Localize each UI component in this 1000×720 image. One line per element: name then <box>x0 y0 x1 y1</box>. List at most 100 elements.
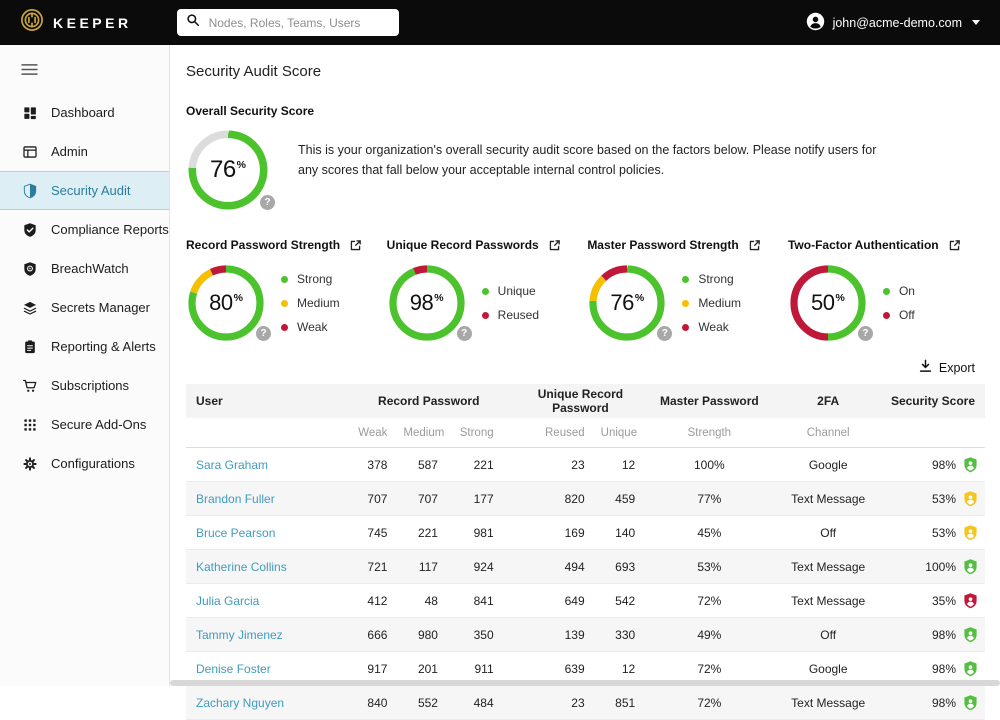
legend-dot <box>481 287 489 295</box>
cell-strength: 77% <box>651 481 768 516</box>
cell-user: Katherine Collins <box>186 549 348 584</box>
metric-card-record-password-strength: Record Password Strength 80%? Strong Medium… <box>186 238 383 343</box>
sidebar-item-dashboard[interactable]: Dashboard <box>0 93 169 132</box>
global-search[interactable] <box>176 9 399 36</box>
cell-strong: 177 <box>453 481 510 516</box>
cell-strength: 53% <box>651 549 768 584</box>
admin-icon <box>21 143 38 160</box>
subscriptions-icon <box>21 377 38 394</box>
user-link[interactable]: Sara Graham <box>196 457 269 472</box>
sidebar-item-secrets-manager[interactable]: Secrets Manager <box>0 288 169 327</box>
donut-value: 76% <box>209 156 247 183</box>
external-link-icon[interactable] <box>748 239 761 252</box>
help-icon[interactable]: ? <box>657 326 673 341</box>
legend: Strong Medium Weak <box>682 272 741 334</box>
legend-item-strong: Strong <box>281 272 340 286</box>
table-body: Sara Graham 378 587 221 23 12 100% Google 98% Bra… <box>186 447 985 720</box>
cell-medium: 552 <box>403 685 454 720</box>
sidebar-item-label: Subscriptions <box>51 378 130 393</box>
sidebar-item-compliance-reports[interactable]: Compliance Reports <box>0 210 169 249</box>
cell-channel: Text Message <box>767 549 889 584</box>
unique-record-passwords-donut-chart: 98%? <box>387 263 472 343</box>
user-link[interactable]: Zachary Nguyen <box>196 695 285 710</box>
legend-dot <box>281 275 288 283</box>
cell-reused: 649 <box>509 583 601 618</box>
user-link[interactable]: Brandon Fuller <box>196 491 275 506</box>
sub-header-reused: Reused <box>509 418 601 448</box>
sidebar-item-security-audit[interactable]: Security Audit <box>0 171 169 210</box>
cell-channel: Text Message <box>767 583 889 618</box>
sub-header-channel: Channel <box>767 418 889 448</box>
legend-label: Weak <box>297 320 328 334</box>
security-score-value: 35% <box>931 593 956 608</box>
external-link-icon[interactable] <box>349 239 362 252</box>
user-link[interactable]: Bruce Pearson <box>196 525 276 540</box>
overall-score-section: 76%? This is your organization's overall… <box>186 128 985 212</box>
column-header-security-score: Security Score <box>888 384 985 418</box>
cell-medium: 707 <box>403 481 454 516</box>
help-icon[interactable]: ? <box>260 195 275 210</box>
cell-strength: 49% <box>651 617 768 652</box>
security-score-value: 98% <box>931 661 956 676</box>
account-menu[interactable]: john@acme-demo.com <box>806 12 980 34</box>
overall-donut-chart: 76%? <box>186 128 275 212</box>
sub-header-medium: Medium <box>403 418 454 448</box>
shield-badge-yellow-icon <box>962 490 979 508</box>
table-sub-header-row: Weak Medium Strong Reused Unique Strength Chan… <box>186 418 985 448</box>
cell-reused: 23 <box>509 447 601 482</box>
donut-value: 80% <box>209 290 243 315</box>
sidebar-item-admin[interactable]: Admin <box>0 132 169 171</box>
main-content: Security Audit Score Overall Security Sc… <box>170 45 1000 720</box>
sub-header-unique: Unique <box>600 418 652 448</box>
table-row: Katherine Collins 721 117 924 494 693 53% Text … <box>186 549 985 584</box>
two-factor-authentication-donut-chart: 50%? <box>788 263 873 343</box>
sidebar-item-subscriptions[interactable]: Subscriptions <box>0 366 169 405</box>
download-icon <box>919 359 932 376</box>
legend: Unique Reused <box>481 284 539 322</box>
column-header-record-password: Record Password <box>347 384 510 418</box>
column-header-master-password: Master Password <box>651 384 768 418</box>
user-link[interactable]: Tammy Jimenez <box>196 627 283 642</box>
security-audit-shield-icon <box>21 182 38 199</box>
help-icon[interactable]: ? <box>256 326 271 341</box>
security-audit-table: User Record Password Unique Record Passwor… <box>186 384 985 720</box>
reporting-alerts-icon <box>21 338 38 355</box>
hamburger-menu-icon[interactable] <box>0 53 169 93</box>
user-link[interactable]: Katherine Collins <box>196 559 287 574</box>
cell-channel: Text Message <box>767 685 889 720</box>
user-link[interactable]: Julia Garcia <box>196 593 260 608</box>
search-input[interactable] <box>206 14 390 31</box>
cell-strength: 72% <box>651 583 768 618</box>
cell-unique: 851 <box>600 685 652 720</box>
export-button[interactable]: Export <box>913 358 981 377</box>
legend-item-weak: Weak <box>281 320 340 334</box>
legend-dot <box>882 311 890 319</box>
help-icon[interactable]: ? <box>857 326 873 341</box>
external-link-icon[interactable] <box>548 239 561 252</box>
security-score-value: 98% <box>931 627 956 642</box>
sub-header-strong: Strong <box>453 418 510 448</box>
horizontal-scrollbar[interactable] <box>170 680 1000 686</box>
card-title-label: Master Password Strength <box>587 238 739 252</box>
sidebar-item-breachwatch[interactable]: BreachWatch <box>0 249 169 288</box>
legend-dot <box>281 323 288 331</box>
keeper-logo[interactable]: KEEPER <box>20 8 132 37</box>
sub-header-weak: Weak <box>347 418 404 448</box>
search-icon <box>186 13 200 32</box>
cell-strength: 45% <box>651 515 768 550</box>
sidebar-item-reporting-alerts[interactable]: Reporting & Alerts <box>0 327 169 366</box>
sidebar-item-configurations[interactable]: Configurations <box>0 444 169 483</box>
user-link[interactable]: Denise Foster <box>196 661 271 676</box>
external-link-icon[interactable] <box>948 239 961 252</box>
legend: Strong Medium Weak <box>281 272 340 334</box>
cell-medium: 980 <box>403 617 454 652</box>
legend-dot <box>882 287 890 295</box>
sidebar-item-secure-add-ons[interactable]: Secure Add-Ons <box>0 405 169 444</box>
cell-unique: 693 <box>600 549 652 584</box>
legend-item-medium: Medium <box>682 296 741 310</box>
shield-badge-green-icon <box>962 660 979 678</box>
legend-label: Weak <box>698 320 729 334</box>
help-icon[interactable]: ? <box>456 326 472 341</box>
sidebar-nav: Dashboard Admin Security Audit Compliance R… <box>0 93 169 483</box>
table-row: Sara Graham 378 587 221 23 12 100% Google 98% <box>186 447 985 482</box>
